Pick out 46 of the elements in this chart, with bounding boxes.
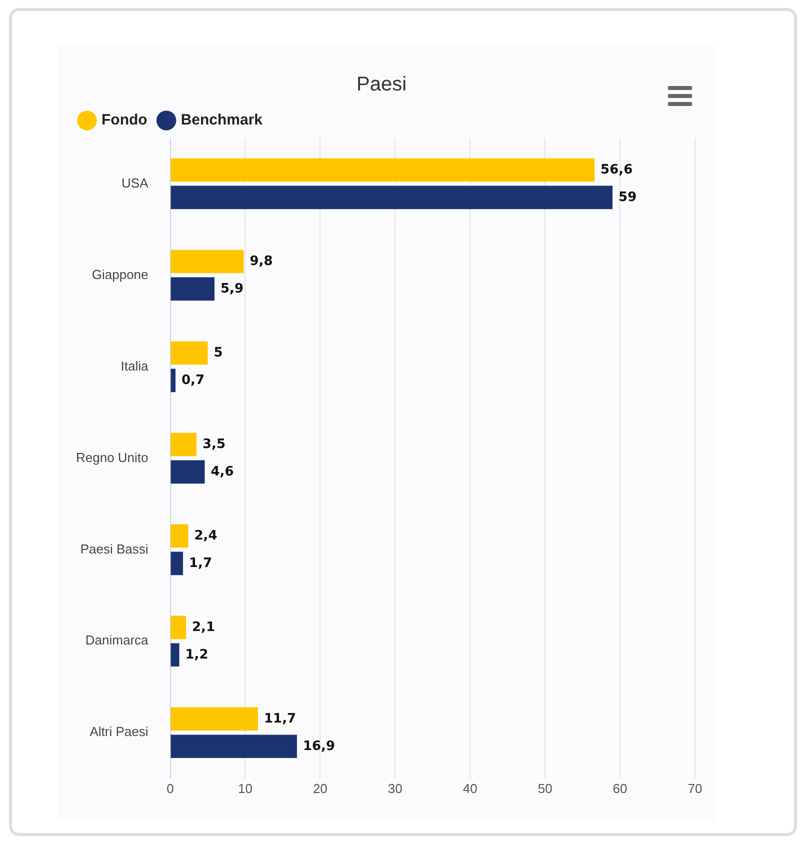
bar: [170, 643, 180, 667]
chart-title: Paesi: [356, 74, 407, 96]
bar: [170, 524, 188, 548]
data-label: 9,8: [250, 254, 273, 269]
data-label: 2,4: [194, 528, 218, 544]
bar: [170, 707, 258, 731]
bar: [170, 552, 184, 576]
y-tick-label: Italia: [120, 358, 150, 374]
data-label: 56,6: [600, 162, 633, 178]
data-label: 1,7: [189, 556, 212, 571]
y-tick-label: Altri Paesi: [90, 724, 148, 740]
bar: [170, 277, 214, 301]
bar: [170, 616, 186, 640]
x-tick-label: 20: [312, 780, 328, 796]
y-tick-label: USA: [122, 175, 149, 190]
legend-label: Benchmark: [180, 112, 264, 129]
data-label: 5: [214, 345, 223, 360]
y-tick-label: Regno Unito: [76, 450, 148, 465]
bar: [170, 186, 613, 210]
y-tick-label: Danimarca: [85, 632, 150, 648]
data-label: 59: [618, 190, 637, 205]
x-tick-label: 10: [238, 780, 252, 796]
bar: [170, 460, 205, 484]
bar: [170, 250, 244, 274]
data-label: 16,9: [302, 738, 336, 754]
x-tick-label: 50: [538, 780, 552, 796]
bar: [170, 432, 197, 456]
x-tick-label: 0: [166, 780, 174, 796]
bar: [170, 158, 595, 182]
legend-label: Fondo: [102, 112, 148, 129]
x-tick-label: 40: [462, 780, 478, 796]
data-label: 3,5: [202, 436, 226, 452]
x-tick-label: 60: [612, 780, 628, 796]
x-tick-label: 30: [388, 780, 402, 796]
data-label: 2,1: [192, 620, 216, 635]
bar: [170, 368, 176, 392]
y-tick-label: Giappone: [92, 266, 148, 282]
data-label: 11,7: [264, 711, 296, 726]
data-label: 1,2: [185, 647, 208, 662]
data-label: 0,7: [182, 372, 205, 388]
x-tick-label: 70: [688, 780, 702, 796]
bar: [170, 341, 208, 365]
data-label: 5,9: [220, 281, 244, 296]
data-label: 4,6: [210, 464, 234, 480]
bar: [170, 734, 297, 758]
y-tick-label: Paesi Bassi: [80, 541, 148, 556]
